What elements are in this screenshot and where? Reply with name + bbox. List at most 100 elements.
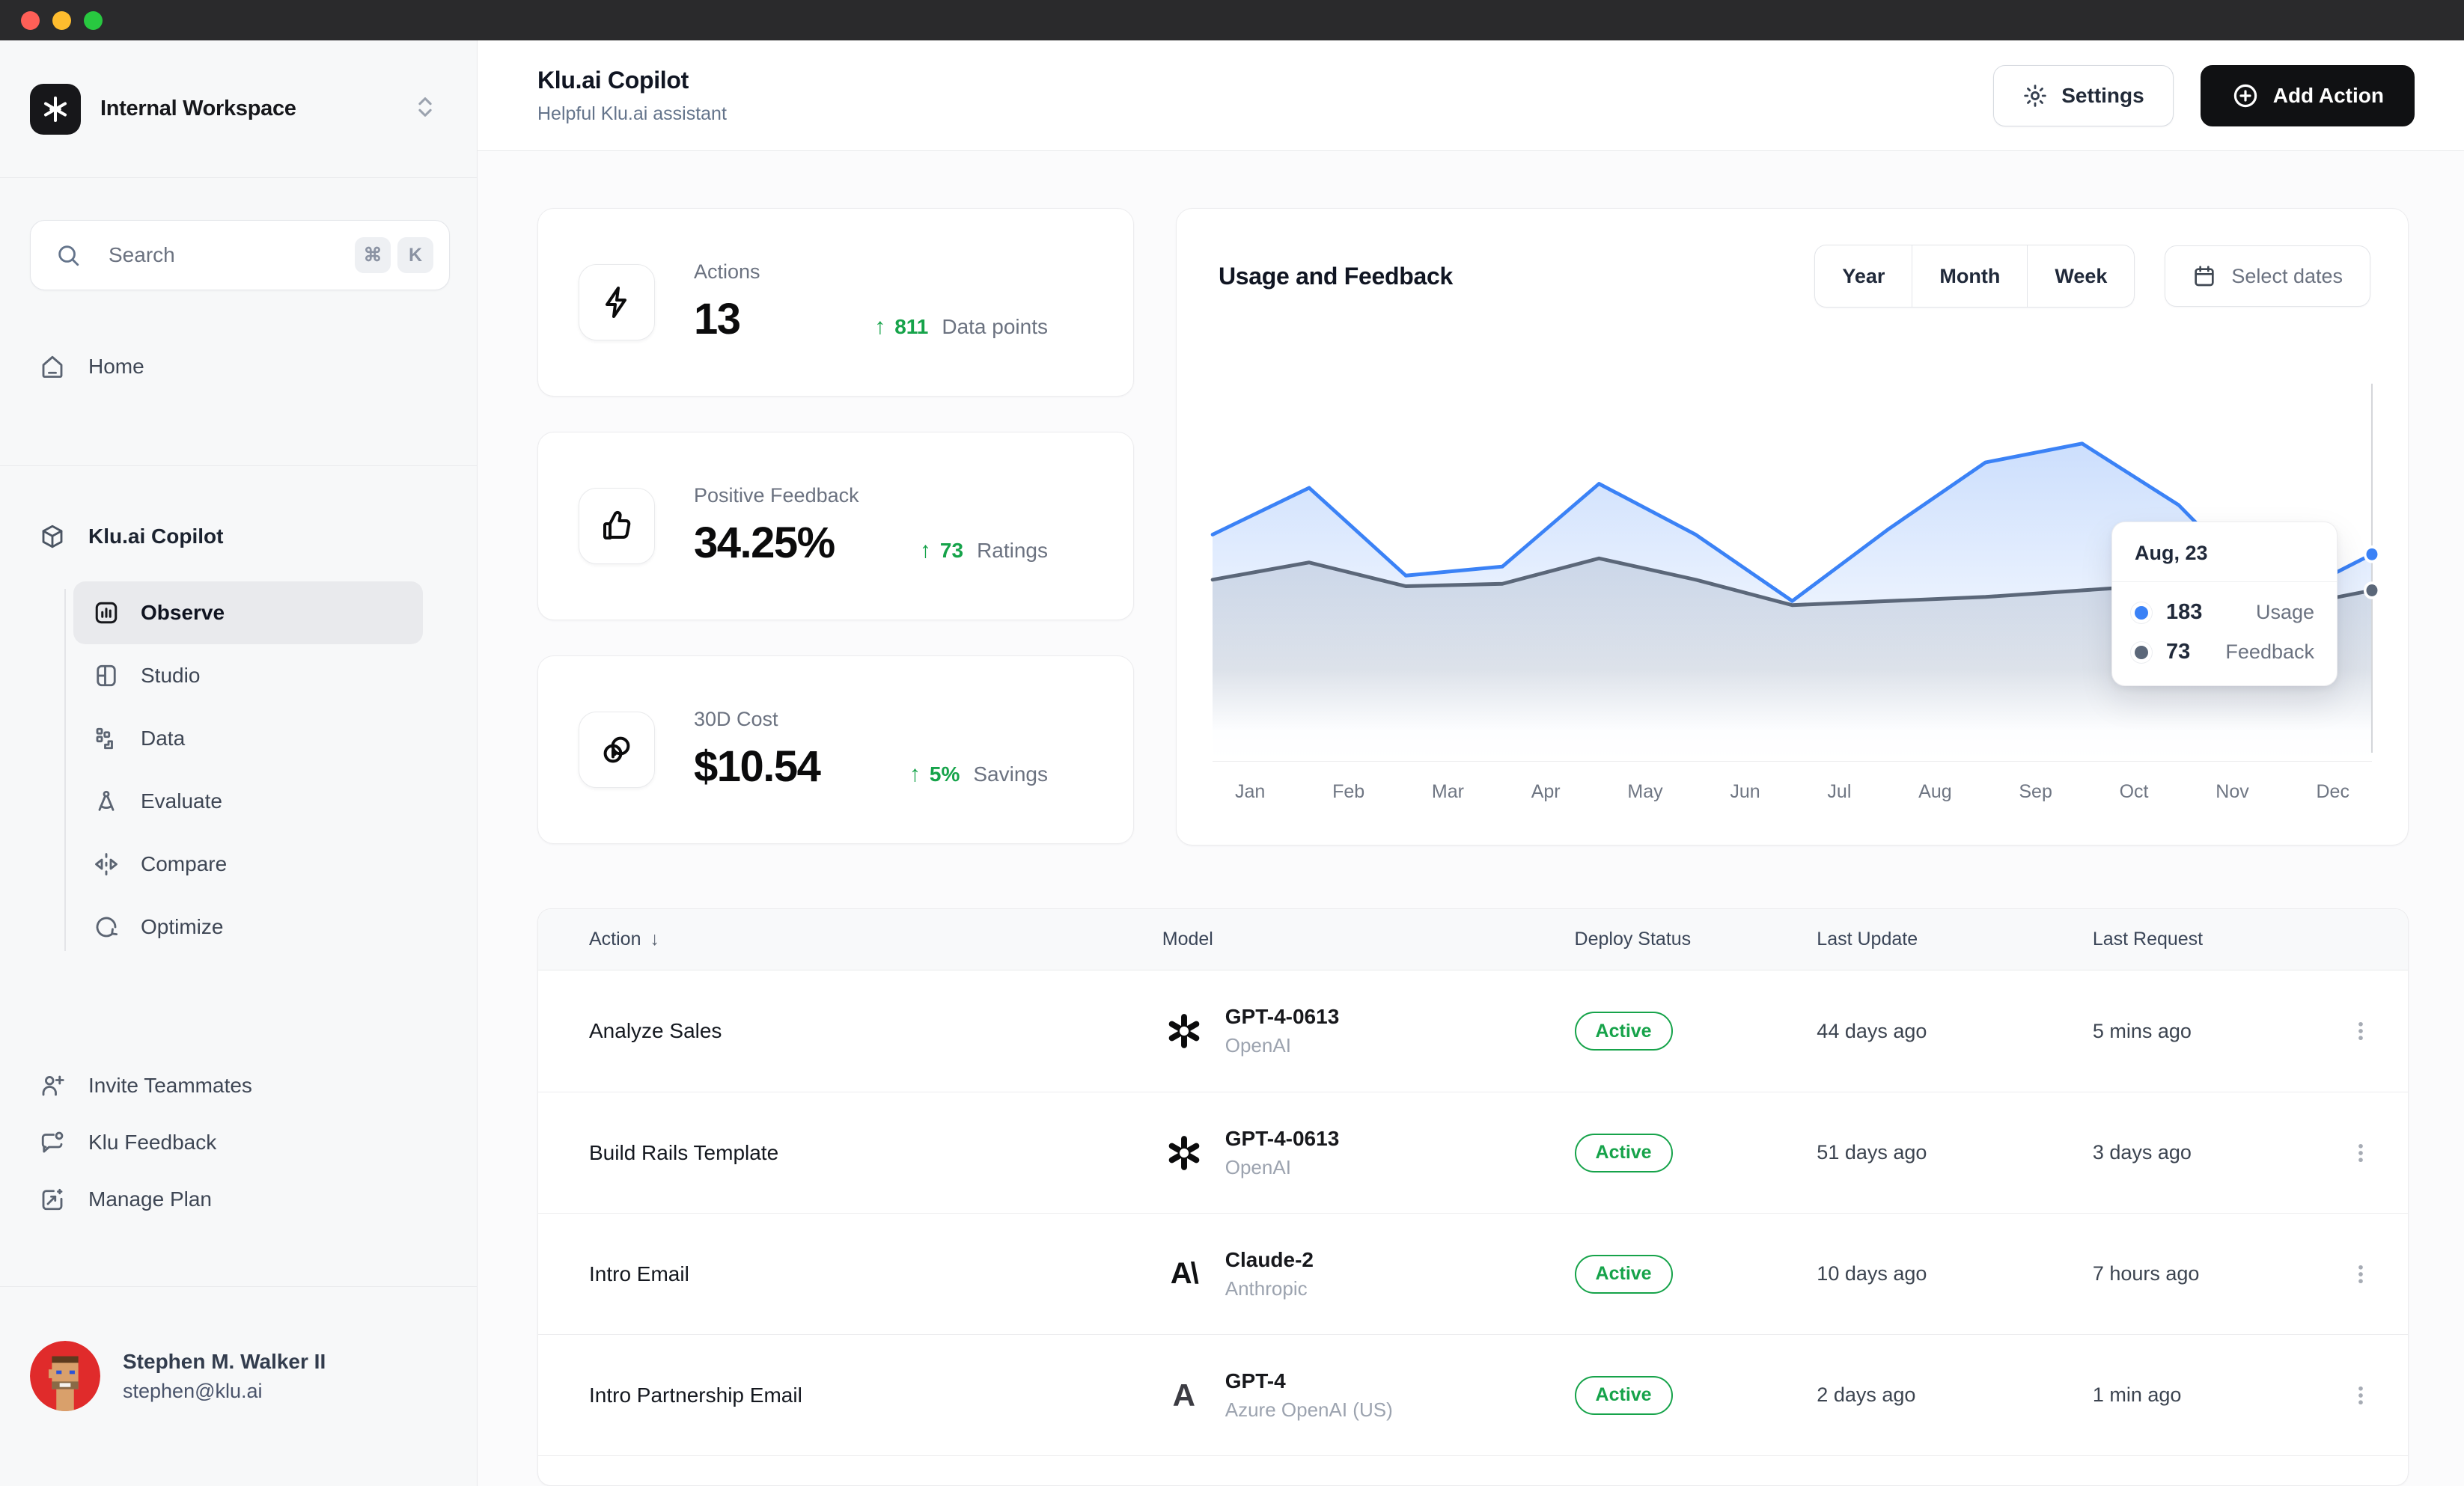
sidebar-item-project[interactable]: Klu.ai Copilot (0, 508, 477, 565)
thumbs-up-icon (579, 488, 655, 564)
column-header-last-update[interactable]: Last Update (1817, 929, 1918, 950)
month-label: May (1627, 781, 1663, 802)
azure-icon: A (1172, 1377, 1195, 1413)
sidebar-item-label: Data (141, 727, 186, 750)
table-row-analyze-sales[interactable]: Analyze Sales GPT-4-0613 OpenAI (538, 970, 2408, 1092)
last-request-value: 3 days ago (2092, 1141, 2192, 1164)
delta-value: 73 (939, 539, 964, 562)
model-name: GPT-4-0613 (1225, 1005, 1340, 1028)
sidebar-item-label: Compare (141, 852, 228, 875)
table-row-partial (538, 1455, 2408, 1485)
feedback-dot-icon (2135, 645, 2148, 659)
data-blocks-icon (93, 725, 120, 752)
tab-year[interactable]: Year (1842, 264, 1885, 287)
delta-value: 5% (929, 762, 960, 786)
sidebar-item-observe[interactable]: Observe (73, 581, 423, 644)
page-subtitle: Helpful Klu.ai assistant (537, 103, 727, 124)
starburst-icon (44, 96, 67, 122)
sidebar-item-evaluate[interactable]: Evaluate (73, 770, 423, 833)
close-window-button[interactable] (21, 10, 40, 30)
sidebar-item-studio[interactable]: Studio (73, 644, 423, 707)
tab-week[interactable]: Week (2027, 245, 2134, 307)
model-name: GPT-4-0613 (1225, 1126, 1340, 1150)
column-header-action[interactable]: Action ↓ (589, 929, 659, 950)
last-update-value: 10 days ago (1817, 1262, 1927, 1285)
tooltip-usage-value: 183 (2166, 600, 2203, 624)
sidebar-item-manage-plan[interactable]: Manage Plan (0, 1171, 477, 1228)
sidebar-item-home[interactable]: Home (0, 338, 477, 395)
usage-dot-icon (2135, 605, 2148, 620)
action-name: Build Rails Template (589, 1140, 779, 1164)
kebab-menu-icon (2358, 1386, 2363, 1404)
month-label: Dec (2316, 781, 2349, 802)
tooltip-date: Aug, 23 (2112, 522, 2337, 582)
month-label: Jan (1235, 781, 1266, 802)
stat-value: 13 (694, 295, 741, 343)
home-icon (39, 353, 66, 380)
cube-icon (39, 523, 66, 550)
stat-label: Actions (694, 260, 760, 283)
tab-month[interactable]: Month (1912, 245, 2027, 307)
tooltip-usage-row: 183 Usage (2135, 600, 2314, 625)
model-provider: OpenAI (1225, 1034, 1291, 1057)
table-row-build-rails-template[interactable]: Build Rails Template GPT-4-0613 OpenAI (538, 1092, 2408, 1213)
month-label: Aug (1918, 781, 1952, 802)
window-controls (21, 10, 103, 30)
stat-value: $10.54 (694, 742, 821, 791)
model-name: Claude-2 (1225, 1247, 1314, 1271)
actions-table: Action ↓ Model Deploy Status Last Update… (537, 908, 2409, 1486)
sidebar-item-invite-teammates[interactable]: Invite Teammates (0, 1057, 477, 1114)
range-segmented-control: Year Month Week (1814, 245, 2135, 308)
last-request-value: 5 mins ago (2092, 1019, 2192, 1042)
usage-chart-svg (1210, 383, 2381, 761)
tooltip-feedback-label: Feedback (2225, 640, 2314, 663)
sidebar-item-klu-feedback[interactable]: Klu Feedback (0, 1114, 477, 1171)
search-input[interactable] (30, 220, 450, 290)
status-badge: Active (1574, 1375, 1673, 1415)
stat-card-30d-cost: 30D Cost $10.54 ↑ 5% Savings (537, 655, 1134, 844)
month-label: Feb (1332, 781, 1365, 802)
chart-plot[interactable]: Aug, 23 183 Usage 73 (1210, 334, 2381, 761)
zoom-window-button[interactable] (84, 10, 103, 30)
row-menu-button[interactable] (2309, 1383, 2408, 1408)
table-row-intro-partnership-email[interactable]: Intro Partnership Email A GPT-4 Azure Op… (538, 1334, 2408, 1455)
column-header-model[interactable]: Model (1162, 929, 1213, 950)
stat-delta: ↑ 5% Savings (909, 762, 1048, 787)
search-icon (55, 242, 81, 272)
column-header-deploy-status[interactable]: Deploy Status (1574, 929, 1692, 950)
flip-horizontal-icon (93, 851, 120, 878)
workspace-switcher[interactable]: Internal Workspace (0, 40, 477, 178)
arrow-up-icon: ↑ (909, 762, 921, 786)
page-title: Klu.ai Copilot (537, 66, 689, 94)
lightning-icon (579, 264, 655, 340)
sidebar-item-compare[interactable]: Compare (73, 833, 423, 896)
sidebar-item-data[interactable]: Data (73, 707, 423, 770)
openai-icon (1162, 1009, 1206, 1053)
column-header-last-request[interactable]: Last Request (2092, 929, 2204, 950)
row-menu-button[interactable] (2309, 1262, 2408, 1287)
user-profile[interactable]: Stephen M. Walker II stephen@klu.ai (30, 1341, 447, 1411)
user-email: stephen@klu.ai (123, 1379, 263, 1402)
row-menu-button[interactable] (2309, 1140, 2408, 1166)
table-row-intro-email[interactable]: Intro Email A\ Claude-2 Anthropic Active… (538, 1213, 2408, 1334)
settings-button[interactable]: Settings (1993, 64, 2174, 126)
stat-delta: ↑ 73 Ratings (920, 538, 1048, 563)
settings-button-label: Settings (2061, 83, 2144, 107)
sidebar-item-optimize[interactable]: Optimize (73, 896, 423, 958)
user-plus-icon (39, 1072, 66, 1099)
tooltip-feedback-row: 73 Feedback (2135, 640, 2314, 664)
command-key-badge: ⌘ (355, 237, 391, 273)
sidebar-item-label: Studio (141, 664, 201, 687)
row-menu-button[interactable] (2309, 1018, 2408, 1044)
avatar (30, 1341, 100, 1411)
add-action-button-label: Add Action (2272, 83, 2384, 107)
minimize-window-button[interactable] (52, 10, 71, 30)
arrow-up-icon: ↑ (919, 538, 931, 563)
anthropic-icon: A\ (1170, 1257, 1199, 1290)
project-subnav: Observe Studio (0, 581, 477, 958)
chart-series-layer (1210, 383, 2381, 761)
select-dates-button[interactable]: Select dates (2165, 245, 2370, 307)
add-action-button[interactable]: Add Action (2200, 64, 2415, 126)
model-provider: Anthropic (1225, 1276, 1308, 1300)
message-bubble-icon (39, 1129, 66, 1156)
